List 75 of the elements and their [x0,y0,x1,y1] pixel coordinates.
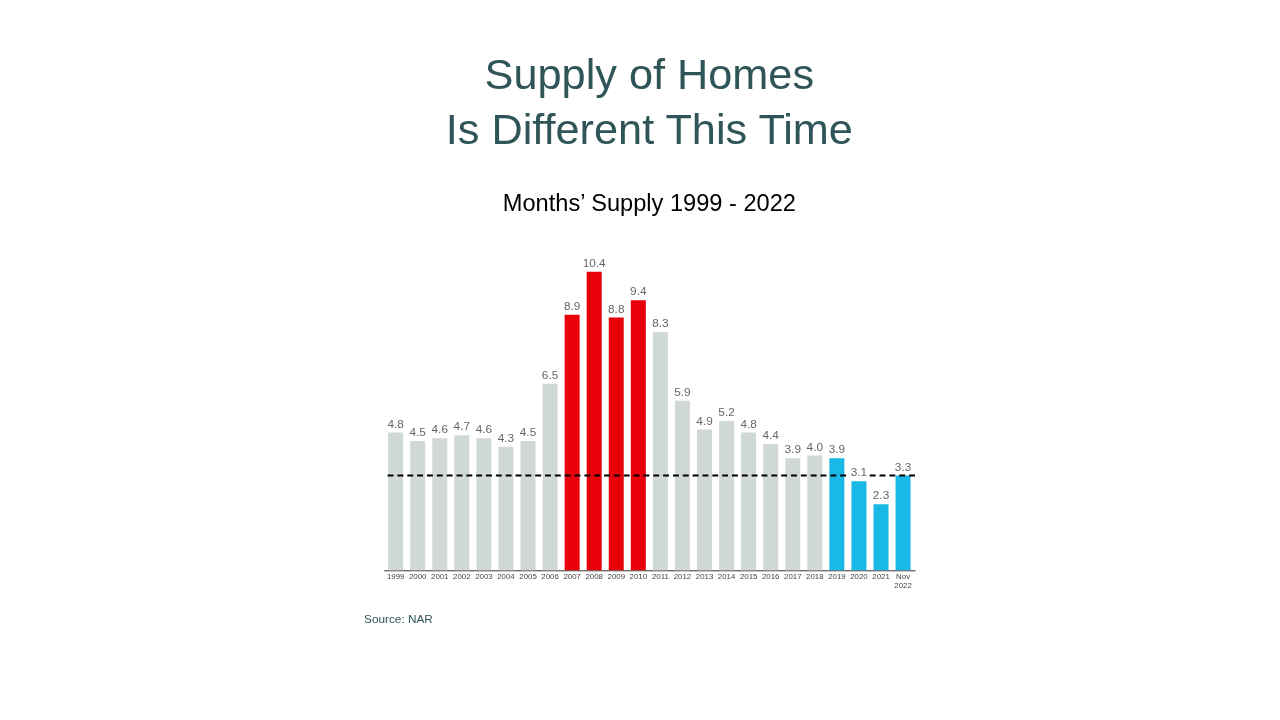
x-tick-label: 2005 [519,571,538,581]
data-label: 4.6 [475,422,493,437]
bar [807,455,823,571]
data-label: 4.6 [431,422,449,437]
x-tick-label: 2007 [563,571,581,581]
x-tick-label: 2014 [717,571,736,581]
bar [697,429,713,571]
data-label: 4.5 [409,425,427,440]
text: Is Different This Time [445,105,853,154]
x-tick-label: Nov 2022 [894,571,912,591]
data-label: 4.4 [762,428,780,443]
data-label: 3.9 [784,442,801,457]
bar [719,420,735,571]
text: Supply of Homes [484,50,815,99]
x-tick-label: 2004 [497,571,516,581]
x-tick-label: 2001 [431,571,449,581]
x-tick-label: 2020 [850,571,869,581]
data-label: 4.9 [696,413,713,428]
bar [851,481,867,571]
bar [586,271,602,571]
data-label: 9.4 [630,284,647,299]
bar [785,458,801,571]
data-label: 8.8 [608,301,625,316]
bar [476,438,492,571]
data-label: 4.8 [387,416,405,431]
bar [630,300,646,571]
data-label: 2.3 [872,488,890,503]
x-tick-label: 2002 [453,571,471,581]
data-label: 3.9 [828,442,846,457]
x-tick-label: 2012 [673,571,692,581]
x-tick-label: 2010 [629,571,648,581]
data-label: 4.3 [497,430,515,445]
bar [895,475,911,571]
bar [674,400,690,571]
source-note: Source: NAR [364,612,433,627]
bar [410,441,426,571]
data-label: 6.5 [541,367,559,382]
x-tick-label: 2009 [607,571,625,581]
data-label: 5.2 [718,405,735,420]
data-label: 10.4 [582,255,607,270]
data-label: 8.3 [652,316,670,331]
x-tick-label: 2000 [408,571,428,581]
bar [741,432,757,571]
x-tick-label: 2018 [806,571,825,581]
x-tick-label: 2003 [475,571,494,581]
x-tick-label: 2019 [828,571,846,581]
x-tick-label: 2016 [761,571,781,581]
bar [454,435,470,571]
x-tick-label: 2017 [784,571,802,581]
x-tick-label: 2008 [585,571,604,581]
bar [763,443,779,571]
bar [432,438,448,571]
data-label: 8.9 [563,298,581,313]
x-tick-label: 2006 [541,571,560,581]
data-label: 4.0 [806,439,824,454]
x-tick-label: 2013 [695,571,714,581]
bar [520,441,536,571]
bar [829,458,845,571]
bar [564,314,580,571]
data-label: 4.8 [740,416,758,431]
bar [542,383,558,571]
x-tick-label: 2011 [651,571,669,581]
data-label: 4.7 [453,419,471,434]
bar [498,446,514,571]
data-label: 3.3 [894,459,912,474]
x-tick-label: 2015 [739,571,758,581]
chart-subtitle: Months’ Supply 1999 - 2022 [502,190,796,217]
data-label: 4.5 [519,425,537,440]
bar [873,504,889,571]
bar [608,317,624,571]
x-tick-label: 1999 [386,571,405,581]
x-tick-label: 2021 [872,571,890,581]
bar [652,331,668,571]
bar [388,432,404,571]
data-label: 5.9 [674,384,691,399]
